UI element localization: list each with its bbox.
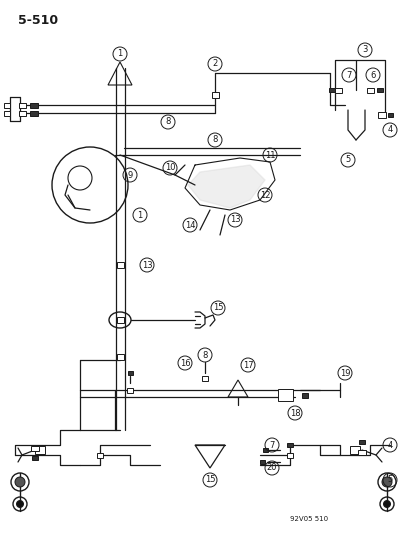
Bar [302,392,308,398]
Text: 2: 2 [212,60,218,69]
Text: 19: 19 [340,368,350,377]
Polygon shape [188,165,265,208]
Text: 17: 17 [243,360,253,369]
Bar [358,449,366,455]
Bar [30,102,38,108]
Bar [127,371,133,375]
Bar [263,448,267,452]
Circle shape [383,500,390,507]
Bar [366,87,374,93]
Bar [287,443,293,447]
Text: 8: 8 [202,351,208,359]
Bar [329,88,335,92]
Bar [127,387,133,392]
Bar [32,456,38,460]
Bar [278,389,293,401]
Text: 5: 5 [387,475,393,484]
Text: 14: 14 [185,221,195,230]
Text: 18: 18 [290,408,300,417]
Text: 1: 1 [117,50,123,59]
Bar [359,440,365,444]
Bar [35,446,45,454]
Circle shape [17,500,24,507]
Bar [31,446,39,450]
Text: 8: 8 [165,117,171,126]
Bar [97,453,103,457]
Bar [287,453,293,457]
Text: 3: 3 [362,45,368,54]
Text: 16: 16 [179,359,190,367]
Text: 10: 10 [165,164,175,173]
Text: 8: 8 [212,135,218,144]
Circle shape [382,477,392,487]
Bar [335,87,341,93]
Bar [116,262,123,268]
Text: 1: 1 [138,211,142,220]
Text: 6: 6 [370,70,376,79]
Text: 4: 4 [387,125,393,134]
Bar [4,110,10,116]
Text: 11: 11 [265,150,275,159]
Text: 5: 5 [346,156,350,165]
Bar [202,376,208,381]
Text: 92V05 510: 92V05 510 [290,516,328,522]
Bar [212,92,219,98]
Text: 12: 12 [260,190,270,199]
Bar [18,102,26,108]
Bar [4,102,10,108]
Bar [350,446,360,454]
Text: 5-510: 5-510 [18,14,58,27]
Bar [30,110,38,116]
Bar [387,113,392,117]
Bar [377,88,383,92]
Text: 15: 15 [205,475,215,484]
Text: 4: 4 [387,440,393,449]
Bar [378,112,386,118]
Circle shape [15,477,25,487]
Bar [116,354,123,360]
Text: 7: 7 [346,70,352,79]
Text: 20: 20 [267,464,277,472]
Text: 7: 7 [269,440,275,449]
Bar [260,460,265,464]
Text: 9: 9 [127,171,133,180]
Text: 13: 13 [142,261,152,270]
Bar [116,317,123,323]
Text: 15: 15 [213,303,223,312]
Bar [18,110,26,116]
Text: 13: 13 [230,215,240,224]
